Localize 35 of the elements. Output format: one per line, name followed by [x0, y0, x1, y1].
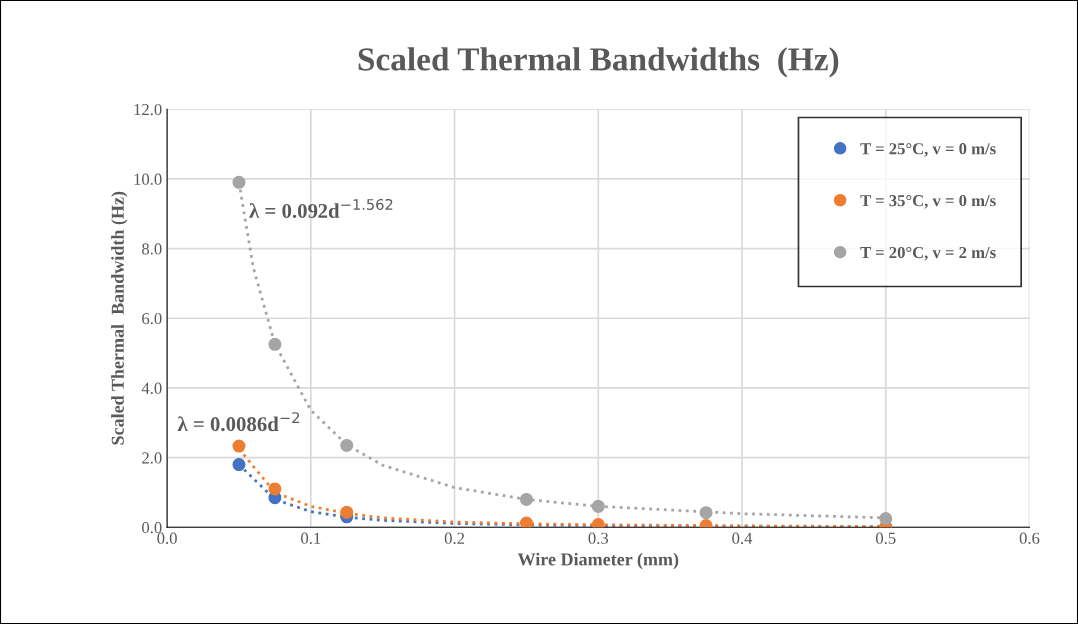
- y-tick-label: 12.0: [134, 103, 162, 116]
- x-tick-label: 0.2: [444, 532, 465, 544]
- point: [591, 499, 605, 513]
- y-tick-label: 8.0: [142, 243, 162, 255]
- x-tick-label: 0.5: [875, 532, 896, 544]
- y-axis-title: Scaled Thermal Bandwidth (Hz): [111, 191, 128, 445]
- x-tick-label: 0.4: [732, 532, 753, 544]
- annotation: λ = 0.092d$^{−1.562}$: [249, 198, 393, 219]
- point: [232, 439, 246, 453]
- x-tick-label: 0.3: [588, 532, 609, 544]
- x-tick-label: 0.0: [157, 532, 177, 544]
- point: [268, 482, 282, 496]
- point: [232, 458, 246, 472]
- y-tick-label: 0.0: [142, 521, 162, 534]
- chart-title: Scaled Thermal Bandwidths (Hz): [358, 47, 839, 78]
- point: [519, 516, 533, 528]
- y-tick-label: 6.0: [142, 312, 162, 325]
- x-tick-label: 0.6: [1019, 532, 1040, 544]
- point: [519, 492, 533, 506]
- point: [879, 512, 893, 526]
- point: [591, 517, 605, 528]
- annotation: λ = 0.0086d$^{−2}$: [177, 412, 300, 432]
- y-tick-label: 10.0: [134, 173, 162, 185]
- y-tick-label: 4.0: [141, 382, 162, 394]
- legend-label: T = 20°C, v = 2 m/s: [860, 246, 996, 261]
- point: [232, 175, 246, 189]
- legend-label: T = 25°C, v = 0 m/s: [860, 143, 996, 157]
- legend-label: T = 35°C, v = 0 m/s: [860, 195, 996, 209]
- x-axis-title: Wire Diameter (mm): [517, 552, 679, 570]
- y-tick-label: 2.0: [142, 452, 162, 464]
- x-tick-label: 0.1: [301, 532, 321, 544]
- point: [340, 505, 354, 519]
- point: [268, 337, 282, 351]
- point: [340, 438, 354, 452]
- point: [699, 506, 713, 520]
